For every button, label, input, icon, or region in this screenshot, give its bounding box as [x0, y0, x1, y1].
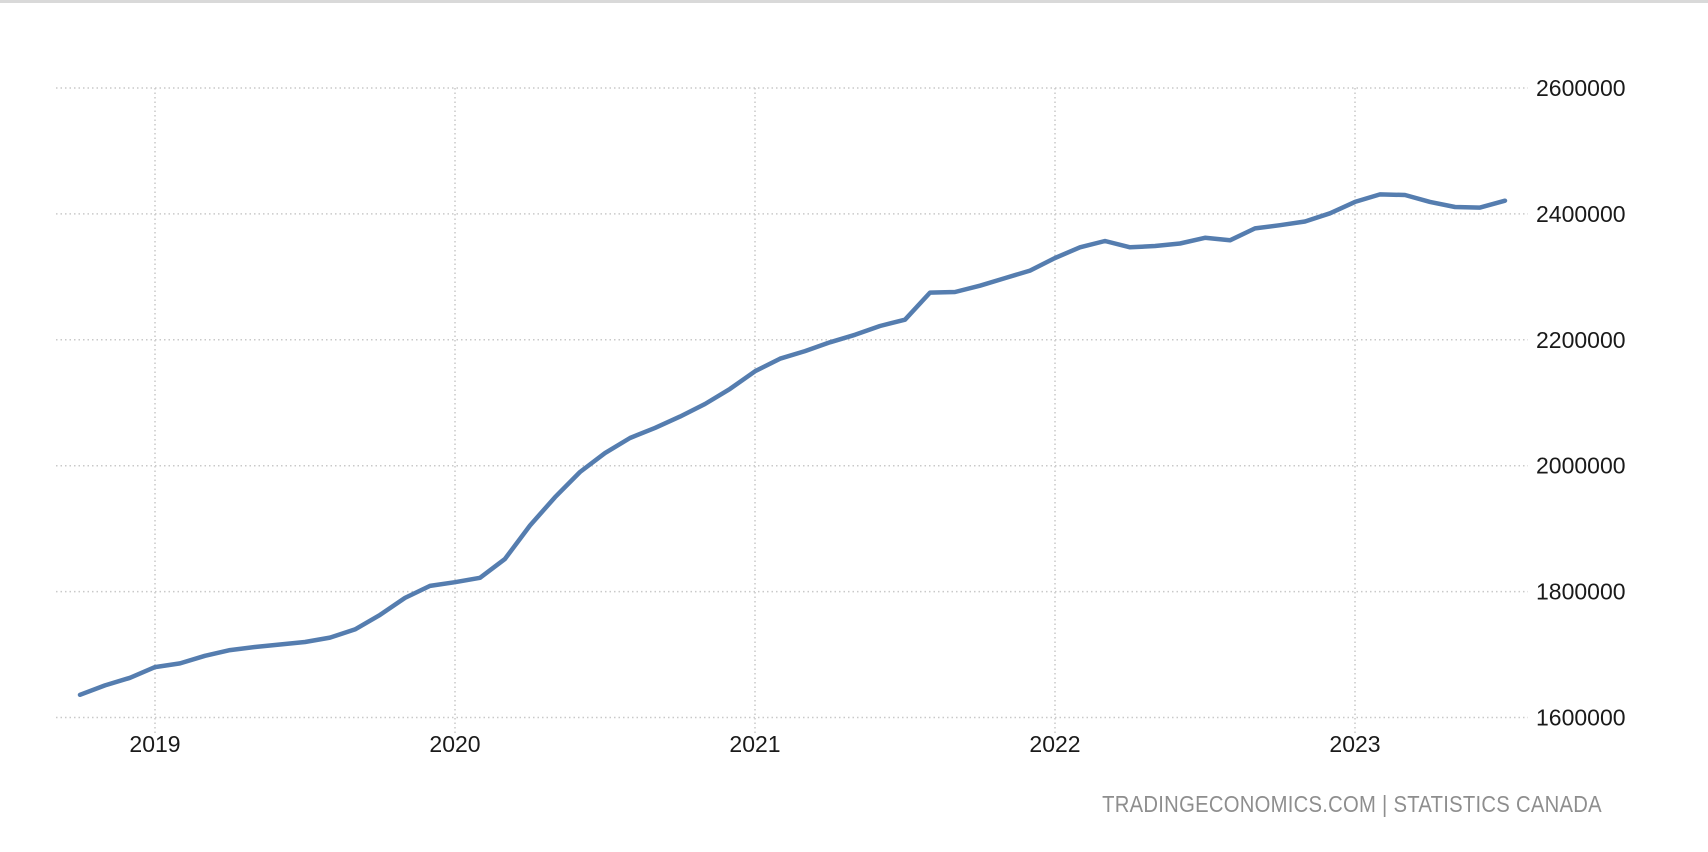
y-axis-tick-label: 2400000 — [1536, 201, 1626, 227]
x-axis-tick-label: 2023 — [1329, 731, 1380, 757]
top-border — [0, 0, 1708, 3]
series-line — [77, 192, 1508, 698]
x-axis-tick-label: 2022 — [1029, 731, 1080, 757]
x-axis-tick-label: 2019 — [129, 731, 180, 757]
y-axis-tick-label: 2000000 — [1536, 453, 1626, 479]
y-axis-tick-label: 2600000 — [1536, 75, 1626, 101]
x-axis-tick-label: 2020 — [429, 731, 480, 757]
y-axis-tick-label: 1600000 — [1536, 705, 1626, 731]
y-axis-tick-label: 1800000 — [1536, 579, 1626, 605]
y-axis-tick-label: 2200000 — [1536, 327, 1626, 353]
x-axis-tick-label: 2021 — [729, 731, 780, 757]
source-attribution: TRADINGECONOMICS.COM | STATISTICS CANADA — [1102, 791, 1602, 817]
